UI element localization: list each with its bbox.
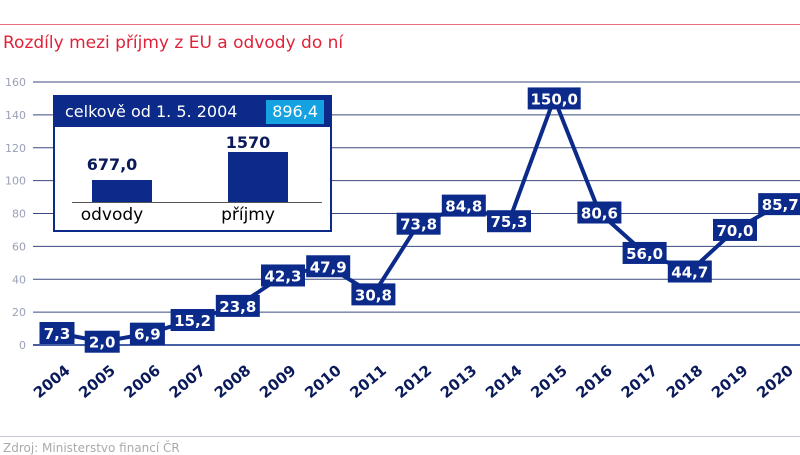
total-inset: celkově od 1. 5. 2004 896,4 677,0 odvody…	[53, 95, 332, 232]
data-label: 42,3	[264, 267, 301, 285]
data-label: 85,7	[762, 196, 799, 214]
x-tick-label: 2011	[346, 361, 390, 402]
data-label-box	[215, 294, 260, 317]
data-label: 47,9	[310, 258, 347, 276]
y-tick-label: 80	[12, 208, 26, 221]
data-label: 44,7	[671, 264, 708, 282]
data-label-box	[39, 322, 75, 345]
x-tick-label: 2014	[482, 361, 526, 402]
data-label: 7,3	[44, 325, 71, 343]
y-tick-label: 160	[5, 76, 26, 89]
y-tick-label: 20	[12, 306, 26, 319]
data-label-box	[622, 241, 667, 264]
x-tick-label: 2017	[618, 361, 662, 402]
y-tick-label: 60	[12, 240, 26, 253]
x-tick-label: 2005	[75, 361, 119, 402]
x-tick-label: 2015	[527, 361, 571, 402]
y-tick-label: 0	[19, 339, 26, 352]
x-tick-label: 2020	[753, 361, 797, 402]
inset-bar-odvody	[92, 180, 152, 202]
x-tick-label: 2009	[256, 361, 300, 402]
data-label-box	[577, 201, 622, 224]
inset-header-label: celkově od 1. 5. 2004	[65, 102, 238, 121]
x-tick-label: 2013	[437, 361, 481, 402]
inset-label-odvody: odvody	[80, 205, 144, 225]
x-tick-label: 2007	[166, 361, 210, 402]
x-tick-label: 2004	[30, 361, 74, 402]
data-label-box	[487, 210, 531, 233]
data-label: 56,0	[626, 245, 663, 263]
bottom-rule	[0, 436, 800, 437]
data-label: 6,9	[134, 326, 161, 344]
data-label: 23,8	[219, 298, 256, 316]
data-label-box	[261, 264, 305, 287]
data-label: 73,8	[400, 216, 437, 234]
y-tick-label: 140	[5, 109, 26, 122]
data-label: 30,8	[355, 286, 392, 304]
data-label-box	[441, 194, 486, 217]
data-label-box	[758, 193, 800, 216]
data-label: 80,6	[581, 205, 618, 223]
data-label-box	[713, 218, 757, 241]
data-label-box	[84, 330, 120, 353]
inset-value-prijmy: 1570	[225, 133, 271, 152]
data-label: 2,0	[89, 334, 116, 352]
data-label-box	[170, 309, 215, 332]
data-label-box	[306, 255, 351, 278]
data-label-box	[396, 212, 441, 235]
data-label-box	[129, 322, 165, 345]
x-tick-label: 2012	[392, 361, 436, 402]
x-tick-label: 2008	[211, 361, 255, 402]
data-label-box	[527, 87, 581, 110]
inset-value-odvody: 677,0	[86, 155, 138, 174]
x-tick-label: 2019	[708, 361, 752, 402]
inset-label-prijmy: příjmy	[221, 205, 275, 225]
x-tick-label: 2018	[663, 361, 707, 402]
data-label-box	[667, 260, 712, 283]
top-rule	[0, 24, 800, 25]
y-tick-label: 40	[12, 273, 26, 286]
source-note: Zdroj: Ministerstvo financí ČR	[3, 441, 180, 455]
data-label: 84,8	[445, 198, 482, 216]
y-tick-label: 100	[5, 175, 26, 188]
data-label: 75,3	[490, 213, 527, 231]
inset-header: celkově od 1. 5. 2004 896,4	[55, 97, 330, 127]
data-label: 15,2	[174, 312, 211, 330]
data-label: 70,0	[716, 222, 753, 240]
inset-bar-prijmy	[228, 152, 288, 202]
x-tick-label: 2016	[572, 361, 616, 402]
inset-total-badge: 896,4	[266, 100, 324, 124]
inset-axis	[72, 202, 322, 203]
x-tick-label: 2006	[120, 361, 164, 402]
data-label-box	[351, 283, 396, 306]
x-tick-label: 2010	[301, 361, 345, 402]
chart-title: Rozdíly mezi příjmy z EU a odvody do ní	[3, 33, 344, 53]
data-label: 150,0	[530, 90, 577, 108]
y-tick-label: 120	[5, 142, 26, 155]
